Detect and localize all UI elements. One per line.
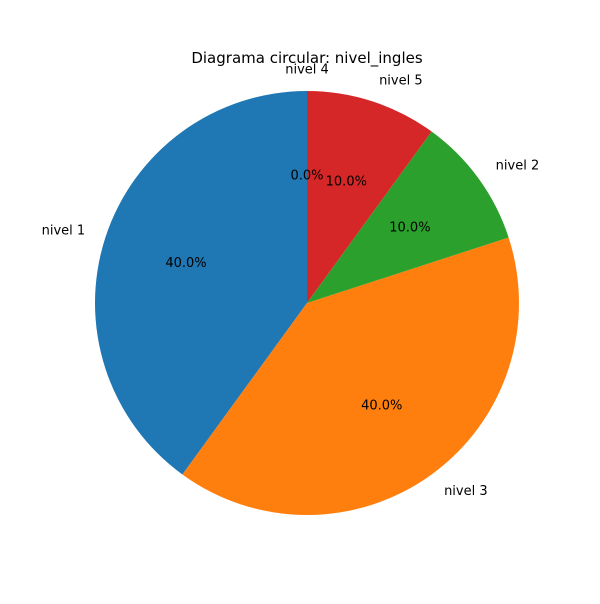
slice-pct-nivel-2: 10.0% (389, 221, 430, 236)
slice-label-nivel-1: nivel 1 (42, 223, 86, 238)
slice-label-nivel-3: nivel 3 (444, 484, 488, 499)
slice-pct-nivel-1: 40.0% (165, 256, 206, 271)
pie-slice-nivel-3 (182, 237, 520, 515)
slice-pct-nivel-5: 10.0% (326, 175, 367, 190)
chart-title: Diagrama circular: nivel_ingles (191, 49, 422, 68)
slice-pct-nivel-3: 40.0% (361, 398, 402, 413)
pie-slice-nivel-2 (307, 131, 509, 303)
slice-pct-nivel-4: 0.0% (290, 168, 323, 183)
slice-label-nivel-5: nivel 5 (379, 74, 423, 89)
pie-slice-nivel-1 (95, 91, 307, 475)
slices-layer (95, 91, 520, 515)
pie-slice-nivel-5 (307, 91, 432, 303)
slice-label-nivel-4: nivel 4 (285, 62, 329, 77)
slice-label-nivel-2: nivel 2 (496, 158, 540, 173)
labels-layer: nivel 1 40.0% nivel 3 40.0% nivel 2 10.0% nive… (42, 62, 540, 499)
